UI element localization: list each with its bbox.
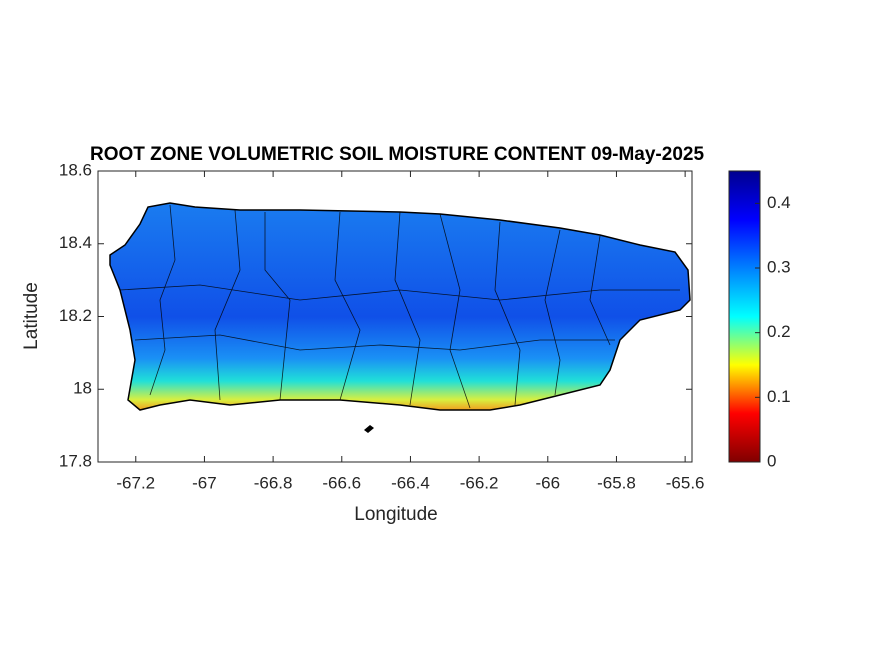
x-tick-label: -65.8 xyxy=(597,473,636,492)
y-tick-label: 18 xyxy=(73,379,92,398)
y-tick-label: 18.6 xyxy=(59,160,92,179)
x-tick-label: -66 xyxy=(536,473,561,492)
colorbar-gradient xyxy=(728,170,761,463)
y-tick-label: 18.4 xyxy=(59,233,92,252)
x-tick-label: -66.4 xyxy=(391,473,430,492)
islet xyxy=(364,425,374,433)
colorbar-tick-label: 0.1 xyxy=(767,387,791,406)
x-tick-label: -66.2 xyxy=(460,473,499,492)
colorbar-tick-label: 0 xyxy=(767,451,776,470)
island xyxy=(109,202,691,411)
colorbar-tick-label: 0.2 xyxy=(767,322,791,341)
colorbar-tick-label: 0.3 xyxy=(767,257,791,276)
y-tick-label: 17.8 xyxy=(59,451,92,470)
colorbar-tick-label: 0.4 xyxy=(767,193,791,212)
chart-title: ROOT ZONE VOLUMETRIC SOIL MOISTURE CONTE… xyxy=(90,144,704,165)
y-axis-label: Latitude xyxy=(21,282,42,350)
municipal-boundaries xyxy=(119,204,680,409)
x-axis-label: Longitude xyxy=(354,504,437,525)
x-tick-label: -67.2 xyxy=(116,473,155,492)
x-tick-label: -67 xyxy=(192,473,217,492)
x-tick-label: -65.6 xyxy=(666,473,705,492)
y-tick-label: 18.2 xyxy=(59,306,92,325)
colorbar: 0 0.1 0.2 0.3 0.4 xyxy=(728,170,791,470)
x-tick-label: -66.6 xyxy=(322,473,361,492)
x-tick-label: -66.8 xyxy=(254,473,293,492)
